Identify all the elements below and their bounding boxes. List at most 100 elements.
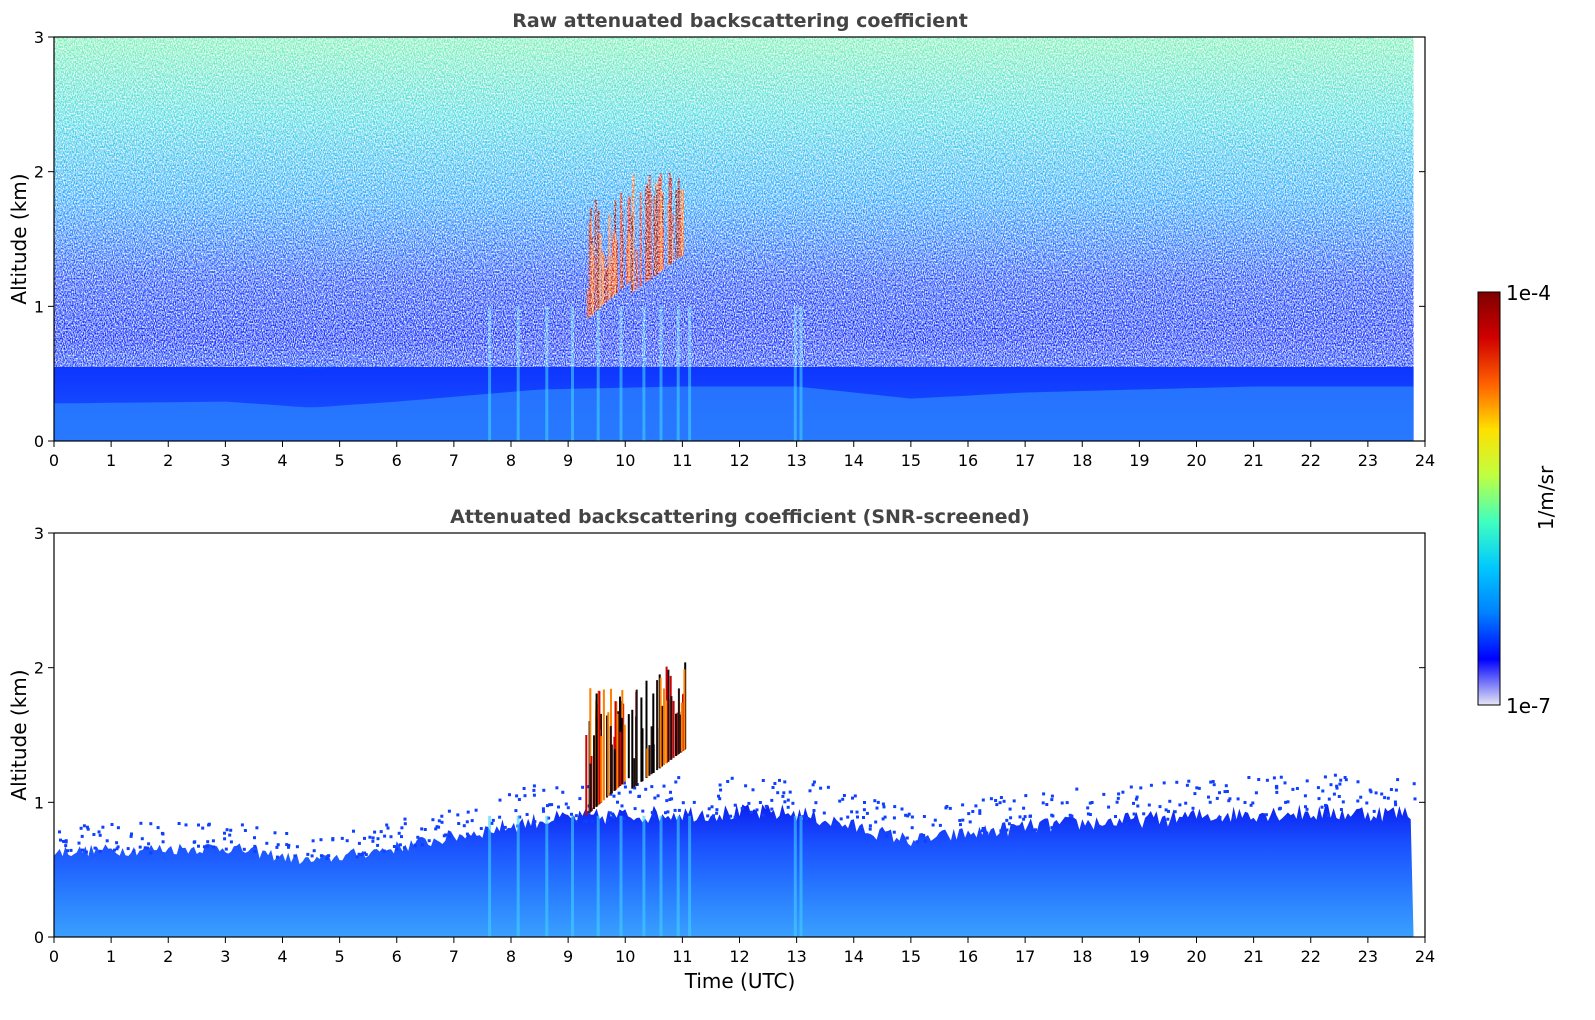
speckle (1227, 799, 1231, 803)
speckle (1116, 796, 1120, 800)
x-tick-label: 20 (1186, 947, 1206, 966)
speckle (1326, 813, 1330, 817)
speckle (633, 786, 637, 790)
speckle (1007, 822, 1011, 826)
speckle (371, 839, 375, 843)
speckle (1086, 812, 1090, 816)
cloud-mark (676, 712, 679, 755)
speckle (253, 844, 257, 848)
speckle (81, 848, 84, 852)
speckle (904, 813, 908, 817)
speckle (862, 816, 865, 819)
speckle (620, 804, 624, 808)
speckle (532, 788, 536, 792)
speckle (132, 849, 136, 853)
speckle (581, 785, 585, 789)
speckle (674, 780, 678, 784)
speckle (397, 831, 401, 835)
speckle (82, 824, 86, 828)
screened-y-ticks: 0 1 2 3 (34, 524, 1425, 947)
speckle (628, 790, 632, 794)
speckle (808, 789, 812, 793)
speckle (113, 848, 116, 852)
speckle (197, 823, 200, 827)
speckle (398, 843, 402, 847)
plume-streak (488, 815, 492, 937)
x-tick-label: 12 (729, 451, 749, 470)
screened-plot-area (54, 533, 1425, 937)
speckle (598, 818, 602, 822)
speckle (491, 818, 495, 822)
speckle (915, 840, 919, 844)
speckle (197, 844, 200, 848)
speckle (310, 854, 314, 858)
speckle (1338, 782, 1342, 786)
speckle (420, 843, 424, 847)
speckle (623, 785, 627, 789)
plume-streak (799, 306, 803, 441)
y-tick-label: 2 (34, 163, 44, 182)
x-tick-label: 14 (844, 451, 864, 470)
speckle (207, 823, 211, 827)
speckle (285, 843, 289, 847)
speckle (62, 839, 65, 843)
screened-y-label: Altitude (km) (7, 669, 31, 800)
x-tick-label: 2 (163, 451, 173, 470)
speckle (850, 810, 854, 814)
cloud-mark (631, 709, 634, 789)
speckle (1168, 799, 1172, 803)
speckle (84, 850, 88, 854)
x-tick-label: 23 (1358, 451, 1378, 470)
cloud-mark (675, 713, 677, 756)
speckle (1139, 786, 1143, 790)
speckle (1018, 815, 1022, 819)
speckle (229, 840, 233, 844)
speckle (211, 839, 215, 843)
speckle (355, 855, 359, 859)
speckle (368, 835, 372, 839)
x-tick-label: 5 (335, 947, 345, 966)
speckle (462, 824, 466, 828)
speckle (275, 855, 279, 859)
cloud-mark (641, 728, 644, 782)
speckle (1225, 790, 1229, 793)
speckle (1286, 800, 1290, 804)
speckle (617, 791, 621, 795)
speckle (1264, 813, 1268, 817)
speckle (881, 802, 885, 806)
speckle (712, 814, 715, 818)
x-tick-label: 23 (1358, 947, 1378, 966)
speckle (276, 843, 280, 847)
speckle (273, 831, 277, 835)
speckle (778, 778, 781, 782)
colorbar: 1e-4 1e-7 1/m/sr (1477, 281, 1558, 718)
colorbar-gradient (1477, 291, 1501, 706)
speckle (751, 788, 755, 792)
speckle (546, 804, 549, 808)
speckle (126, 847, 130, 851)
cloud-mark (680, 702, 683, 752)
speckle (1394, 788, 1398, 792)
colorbar-min-label: 1e-7 (1506, 694, 1551, 718)
speckle (989, 797, 993, 801)
speckle (547, 816, 551, 820)
speckle (229, 828, 233, 832)
speckle (910, 826, 914, 830)
speckle (1335, 784, 1339, 788)
x-tick-label: 9 (563, 451, 573, 470)
speckle (101, 825, 105, 829)
speckle (1396, 778, 1400, 782)
cloud-mark (616, 713, 619, 789)
speckle (442, 834, 446, 838)
speckle (770, 807, 774, 811)
raw-plot-area (54, 37, 1425, 441)
speckle (882, 805, 886, 809)
speckle (761, 813, 765, 817)
cloud-mark (670, 696, 673, 760)
cloud-mark (663, 688, 665, 765)
speckle (1236, 797, 1240, 801)
speckle (467, 834, 470, 838)
speckle (253, 849, 257, 853)
speckle (376, 837, 380, 841)
speckle (1050, 826, 1054, 830)
